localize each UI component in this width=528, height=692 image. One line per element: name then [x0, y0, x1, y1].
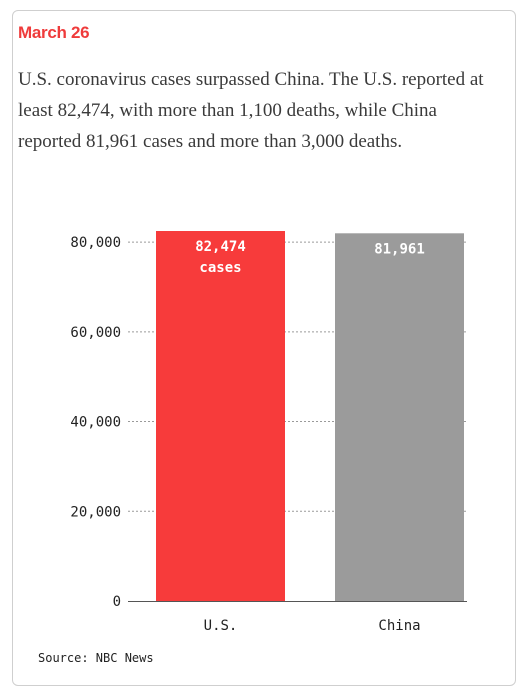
bar-data-label: 82,474: [195, 239, 246, 255]
y-tick-label: 60,000: [70, 325, 121, 341]
y-tick-label: 80,000: [70, 235, 121, 251]
bar-china: [335, 233, 464, 601]
bar-data-label: 81,961: [374, 241, 425, 257]
y-tick-label: 40,000: [70, 415, 121, 431]
labels: 0 20,000 40,000 60,000 80,000 82,474 cases U.S.…: [70, 235, 424, 634]
x-tick-label: U.S.: [204, 618, 238, 634]
bar-us: [156, 231, 285, 601]
description-text: U.S. coronavirus cases surpassed China. …: [18, 69, 484, 152]
y-tick-label: 20,000: [70, 504, 121, 520]
source-note: Source: NBC News: [38, 651, 154, 665]
x-tick-label: China: [378, 618, 420, 634]
bar-data-label: cases: [199, 260, 241, 276]
bars: [156, 231, 464, 601]
date-heading: March 26: [18, 23, 90, 42]
y-tick-label: 0: [113, 594, 121, 610]
